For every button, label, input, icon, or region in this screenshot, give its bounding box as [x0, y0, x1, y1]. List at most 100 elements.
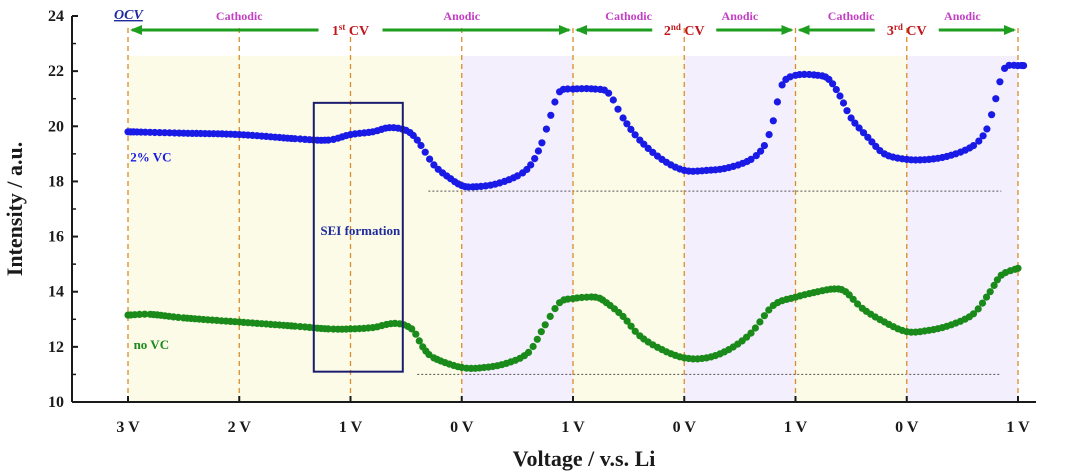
arrow-head-left: [130, 25, 142, 35]
data-point: [969, 310, 978, 318]
cv-arrow-right-3: [938, 25, 1016, 35]
data-point: [623, 120, 631, 128]
y-ticks: 10 12 14 16 18 20 22 24: [48, 8, 78, 411]
sei-annotation: SEI formation: [312, 101, 404, 373]
cv-cycle-superscript: st: [339, 22, 346, 32]
data-point: [291, 135, 299, 143]
series-label-0: 2% VC: [130, 150, 171, 165]
data-point: [408, 325, 416, 333]
data-point: [982, 293, 991, 301]
phase-regions: [128, 55, 1018, 402]
data-point: [421, 148, 429, 156]
data-point: [855, 124, 863, 132]
x-tick-label: 1 V: [1006, 419, 1030, 436]
data-point: [978, 299, 987, 307]
cv-cycle-label-2: 2nd CV: [664, 22, 705, 39]
data-point: [975, 137, 983, 145]
x-tick-label: 2 V: [228, 419, 252, 436]
data-point: [609, 96, 617, 104]
data-point: [551, 305, 559, 313]
x-tick-label: 0 V: [895, 419, 919, 436]
phase-label-5: Anodic: [944, 9, 981, 23]
data-point: [769, 117, 777, 125]
y-tick-label: 16: [48, 229, 64, 246]
data-point: [747, 329, 755, 337]
data-point: [983, 125, 991, 133]
data-point: [986, 288, 994, 296]
data-point: [542, 125, 551, 133]
data-point: [843, 107, 851, 115]
x-ticks: 3 V 2 V 1 V 0 V 1 V 0 V 1 V 0 V 1 V: [116, 396, 1030, 436]
cv-arrow-left-1: [130, 25, 319, 35]
data-point: [765, 131, 773, 139]
data-point: [614, 105, 622, 113]
phase-label-bg-3: [705, 9, 774, 23]
phase-label-bg-0: [205, 9, 274, 23]
data-point: [415, 337, 423, 345]
cathodic-region: [128, 55, 462, 402]
data-point: [547, 111, 555, 119]
phase-label-3: Anodic: [722, 9, 759, 23]
data-point: [529, 342, 537, 351]
cv-arrow-right-1: [382, 25, 571, 35]
phase-label-2: Cathodic: [605, 9, 652, 23]
y-tick-label: 12: [48, 339, 64, 356]
data-point: [156, 129, 164, 137]
series-label-1: no VC: [134, 337, 170, 352]
data-point: [996, 78, 1004, 86]
y-tick-label: 24: [48, 8, 64, 25]
phase-label-bg-4: [817, 9, 886, 23]
data-point: [992, 95, 1000, 103]
data-point: [757, 147, 765, 155]
data-point: [752, 152, 760, 160]
cv-cycle-suffix: CV: [681, 24, 705, 39]
phase-label-0: Cathodic: [216, 9, 263, 23]
y-tick-label: 10: [48, 394, 64, 411]
data-point: [141, 310, 149, 318]
data-point: [631, 327, 639, 335]
baselines: [417, 190, 1002, 375]
x-tick-label: 3 V: [116, 419, 140, 436]
phase-label-1: Anodic: [443, 9, 480, 23]
series-labels: 2% VC no VC: [130, 150, 171, 352]
data-point: [829, 80, 837, 88]
series-layer: [124, 61, 1028, 372]
phase-region-0: [461, 55, 573, 402]
cv-cycle-label-3: 3rd CV: [887, 22, 927, 39]
ocv-label: OCV: [114, 8, 144, 23]
data-point: [990, 281, 998, 289]
data-point: [537, 328, 545, 336]
data-point: [619, 114, 627, 122]
data-point: [836, 92, 844, 100]
data-point: [564, 85, 572, 93]
y-tick-label: 20: [48, 118, 64, 135]
phase-label-bg-1: [427, 9, 496, 23]
arrow-head-right: [559, 25, 571, 35]
data-point: [988, 111, 996, 119]
data-point: [751, 324, 760, 332]
arrow-head-right: [781, 25, 794, 35]
data-point: [623, 317, 631, 325]
data-point: [533, 335, 541, 343]
data-point: [551, 98, 559, 106]
cv-cycle-number: 2: [664, 24, 671, 39]
data-point: [627, 322, 635, 330]
phase-region-3: [795, 55, 907, 402]
data-point: [969, 142, 978, 150]
data-point: [773, 98, 782, 106]
data-point: [631, 131, 639, 139]
data-point: [851, 119, 859, 127]
y-tick-label: 14: [48, 284, 64, 301]
cv-cycle-suffix: CV: [903, 24, 927, 39]
data-point: [513, 172, 522, 180]
data-point: [778, 81, 786, 89]
cv-cycle-superscript: rd: [894, 22, 903, 32]
cv-cycle-number: 3: [887, 24, 894, 39]
data-point: [417, 141, 425, 150]
data-point: [756, 318, 764, 326]
data-point: [1014, 264, 1022, 272]
data-point: [174, 313, 182, 321]
phase-label-bg-2: [594, 9, 663, 23]
